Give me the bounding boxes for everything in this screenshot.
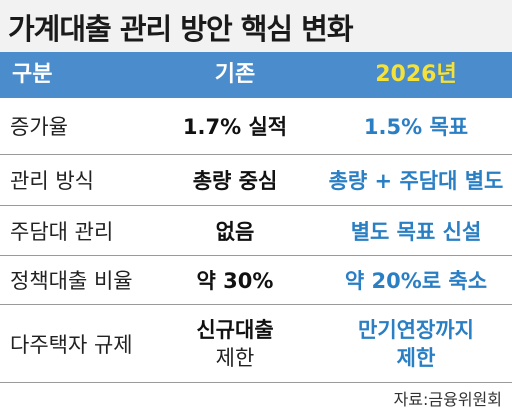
previous-value: 없음 — [215, 219, 255, 244]
row-label: 정책대출 비율 — [10, 269, 133, 293]
table-row: 증가율 1.7% 실적 1.5% 목표 — [0, 98, 512, 155]
new-value-line2: 제한 — [396, 345, 436, 370]
table-header: 구분 기존 2026년 — [0, 52, 512, 98]
row-label: 다주택자 규제 — [10, 332, 133, 357]
table-row: 다주택자 규제 신규대출 제한 만기연장까지 제한 — [0, 305, 512, 383]
row-label: 관리 방식 — [10, 169, 94, 193]
previous-value: 신규대출 제한 — [150, 305, 320, 382]
previous-value-line2: 제한 — [215, 345, 255, 370]
previous-value: 1.7% 실적 — [182, 115, 288, 139]
new-value: 만기연장까지 제한 — [320, 305, 512, 382]
page-title: 가계대출 관리 방안 핵심 변화 — [8, 12, 354, 46]
new-value: 별도 목표 신설 — [350, 219, 482, 244]
header-category: 구분 — [12, 62, 53, 87]
row-label: 증가율 — [10, 115, 68, 139]
new-value-line1: 만기연장까지 — [358, 317, 474, 342]
new-value: 약 20%로 축소 — [344, 269, 488, 293]
previous-value: 약 30% — [196, 269, 274, 293]
title-bar: 가계대출 관리 방안 핵심 변화 — [0, 0, 512, 52]
table-row: 주담대 관리 없음 별도 목표 신설 — [0, 206, 512, 256]
new-value: 총량 + 주담대 별도 — [328, 169, 504, 193]
source-note: 자료:금융위원회 — [393, 390, 502, 409]
row-label: 주담대 관리 — [10, 219, 114, 244]
header-2026: 2026년 — [375, 62, 457, 87]
header-previous: 기존 — [214, 62, 256, 87]
previous-value-line1: 신규대출 — [196, 317, 274, 342]
new-value: 1.5% 목표 — [363, 115, 469, 139]
table-row: 정책대출 비율 약 30% 약 20%로 축소 — [0, 256, 512, 305]
table-row: 관리 방식 총량 중심 총량 + 주담대 별도 — [0, 155, 512, 206]
previous-value: 총량 중심 — [192, 169, 278, 193]
